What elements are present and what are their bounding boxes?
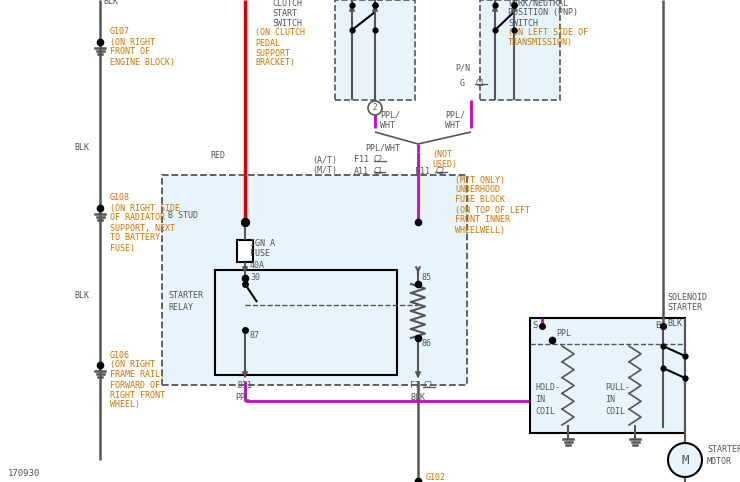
Text: STARTER: STARTER — [667, 304, 702, 312]
Text: (M/T ONLY): (M/T ONLY) — [455, 175, 505, 185]
Text: WHEELWELL): WHEELWELL) — [455, 226, 505, 235]
Text: STARTER: STARTER — [707, 445, 740, 455]
Text: BLK: BLK — [667, 319, 682, 327]
Text: M: M — [682, 454, 689, 467]
Text: CLUTCH: CLUTCH — [272, 0, 302, 8]
Text: F11: F11 — [354, 156, 369, 164]
Circle shape — [668, 443, 702, 477]
Text: B: B — [655, 321, 660, 331]
Text: IN: IN — [535, 396, 545, 404]
Text: SWITCH: SWITCH — [508, 18, 538, 27]
Text: D11: D11 — [237, 381, 252, 390]
Text: BLK: BLK — [103, 0, 118, 6]
Text: 30: 30 — [250, 273, 260, 282]
Text: PPL: PPL — [235, 393, 250, 402]
Text: (ON LEFT SIDE OF: (ON LEFT SIDE OF — [508, 28, 588, 38]
Text: (ON RIGHT SIDE: (ON RIGHT SIDE — [110, 203, 180, 213]
Bar — [530, 318, 685, 433]
Text: 86: 86 — [422, 339, 432, 348]
Text: PPL/: PPL/ — [445, 110, 465, 120]
Text: FRAME RAIL,: FRAME RAIL, — [110, 371, 165, 379]
Text: (ON TOP OF LEFT: (ON TOP OF LEFT — [455, 205, 530, 214]
Text: A11: A11 — [354, 166, 369, 175]
Text: G107: G107 — [110, 27, 130, 37]
Text: STARTER: STARTER — [168, 291, 203, 299]
Text: RELAY: RELAY — [168, 303, 193, 311]
Text: (ON CLUTCH: (ON CLUTCH — [255, 28, 305, 38]
Text: FUSE): FUSE) — [110, 243, 135, 253]
Text: MOTOR: MOTOR — [707, 457, 732, 467]
Text: HOLD-: HOLD- — [535, 384, 560, 392]
Text: WHEEL): WHEEL) — [110, 401, 140, 410]
Text: SWITCH: SWITCH — [272, 18, 302, 27]
Text: B STUD: B STUD — [168, 211, 198, 219]
Text: F11: F11 — [415, 166, 430, 175]
Text: RED: RED — [210, 150, 225, 160]
Text: PPL/: PPL/ — [380, 110, 400, 120]
Text: ENGINE BLOCK): ENGINE BLOCK) — [110, 57, 175, 67]
Text: PEDAL: PEDAL — [255, 39, 280, 48]
Text: (ON RIGHT: (ON RIGHT — [110, 38, 155, 46]
Bar — [335, 0, 415, 100]
Text: BLK: BLK — [410, 393, 425, 402]
Text: PPL/WHT: PPL/WHT — [365, 144, 400, 152]
Text: FRONT OF: FRONT OF — [110, 48, 150, 56]
Text: C2: C2 — [435, 166, 444, 175]
Text: C2: C2 — [374, 156, 383, 164]
Text: FUSE BLOCK: FUSE BLOCK — [455, 196, 505, 204]
Text: WHT: WHT — [380, 121, 395, 131]
Text: 2: 2 — [373, 104, 377, 112]
Bar — [215, 270, 397, 375]
Text: PPL: PPL — [556, 329, 571, 337]
Text: 87: 87 — [250, 331, 260, 339]
Bar — [162, 175, 467, 385]
Text: SUPPORT, NEXT: SUPPORT, NEXT — [110, 224, 175, 232]
Text: IN: IN — [605, 396, 615, 404]
Text: PARK/NEUTRAL: PARK/NEUTRAL — [508, 0, 568, 8]
Text: FORWARD OF: FORWARD OF — [110, 380, 160, 389]
Bar — [237, 240, 253, 262]
Text: PULL-: PULL- — [605, 384, 630, 392]
Text: G: G — [460, 79, 465, 88]
Text: G106: G106 — [110, 350, 130, 360]
Text: SUPPORT: SUPPORT — [255, 49, 290, 57]
Text: 40A: 40A — [250, 260, 265, 269]
Text: WHT: WHT — [445, 121, 460, 131]
Text: F7: F7 — [410, 381, 420, 390]
Text: FUSE: FUSE — [250, 250, 270, 258]
Text: 85: 85 — [422, 273, 432, 282]
Text: G102: G102 — [426, 472, 446, 482]
Text: COIL: COIL — [535, 407, 555, 416]
Text: C1: C1 — [475, 79, 484, 88]
Text: 170930: 170930 — [8, 469, 40, 479]
Text: S: S — [532, 321, 537, 331]
Text: TO BATTERY: TO BATTERY — [110, 233, 160, 242]
Text: (NOT: (NOT — [432, 150, 452, 160]
Text: P/N: P/N — [455, 64, 470, 72]
Text: OF RADIATOR: OF RADIATOR — [110, 214, 165, 223]
Text: USED): USED) — [432, 161, 457, 170]
Text: START: START — [272, 9, 297, 17]
Text: UNDERHOOD: UNDERHOOD — [455, 186, 500, 195]
Text: RIGHT FRONT: RIGHT FRONT — [110, 390, 165, 400]
Text: TRANSMISSION): TRANSMISSION) — [508, 39, 573, 48]
Text: (A/T): (A/T) — [312, 156, 337, 164]
Bar — [480, 0, 560, 100]
Text: SOLENOID: SOLENOID — [667, 294, 707, 303]
Text: (M/T): (M/T) — [312, 166, 337, 175]
Text: POSITION (PNP): POSITION (PNP) — [508, 9, 578, 17]
Text: G108: G108 — [110, 193, 130, 202]
Text: C1: C1 — [374, 166, 383, 175]
Text: BRACKET): BRACKET) — [255, 58, 295, 67]
Text: BLK: BLK — [74, 291, 89, 299]
Text: IGN A: IGN A — [250, 239, 275, 247]
Text: COIL: COIL — [605, 407, 625, 416]
Text: BLK: BLK — [74, 144, 89, 152]
Text: (ON RIGHT: (ON RIGHT — [110, 361, 155, 370]
Text: FRONT INNER: FRONT INNER — [455, 215, 510, 225]
Text: C2: C2 — [423, 381, 432, 390]
